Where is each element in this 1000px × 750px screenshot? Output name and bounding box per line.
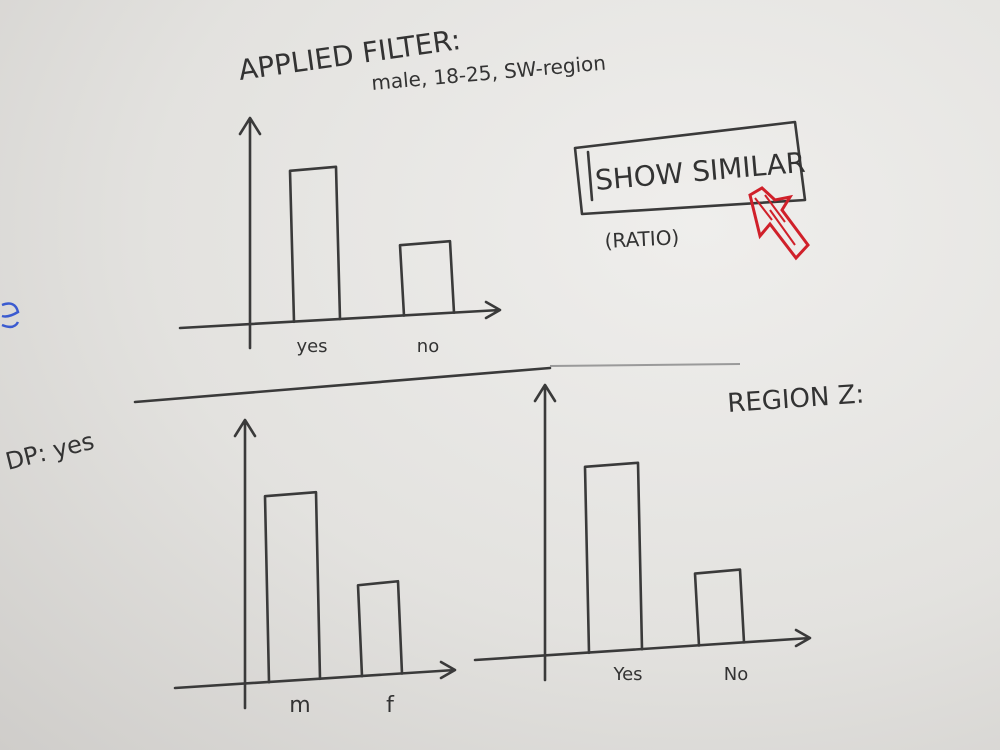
divider-line-faint [549,363,741,367]
y-axis [238,116,262,350]
tick-label: Yes [612,664,642,685]
tick-label: no [417,336,439,357]
show-similar-button[interactable]: SHOW SIMILAR [573,120,807,216]
blue-marker-scribble [1,302,20,329]
bar-yes [583,461,644,655]
tick-label: m [289,693,310,718]
x-axis [173,660,457,690]
tick-label: No [724,664,748,685]
show-similar-label: SHOW SIMILAR [594,146,807,197]
bar-f [356,579,404,678]
side-note: DP: yes [3,427,97,476]
y-axis [533,383,557,682]
cursor-arrow-icon [748,186,810,261]
bar-m [263,490,322,684]
bar-no [693,568,746,647]
tick-label: f [386,693,395,718]
tick-label: yes [296,336,327,357]
ratio-label: (RATIO) [604,225,680,253]
bar-no [398,239,456,317]
bar-yes [288,165,342,324]
region-label: REGION Z: [726,379,865,418]
divider-line [133,366,552,404]
y-axis [233,418,257,710]
